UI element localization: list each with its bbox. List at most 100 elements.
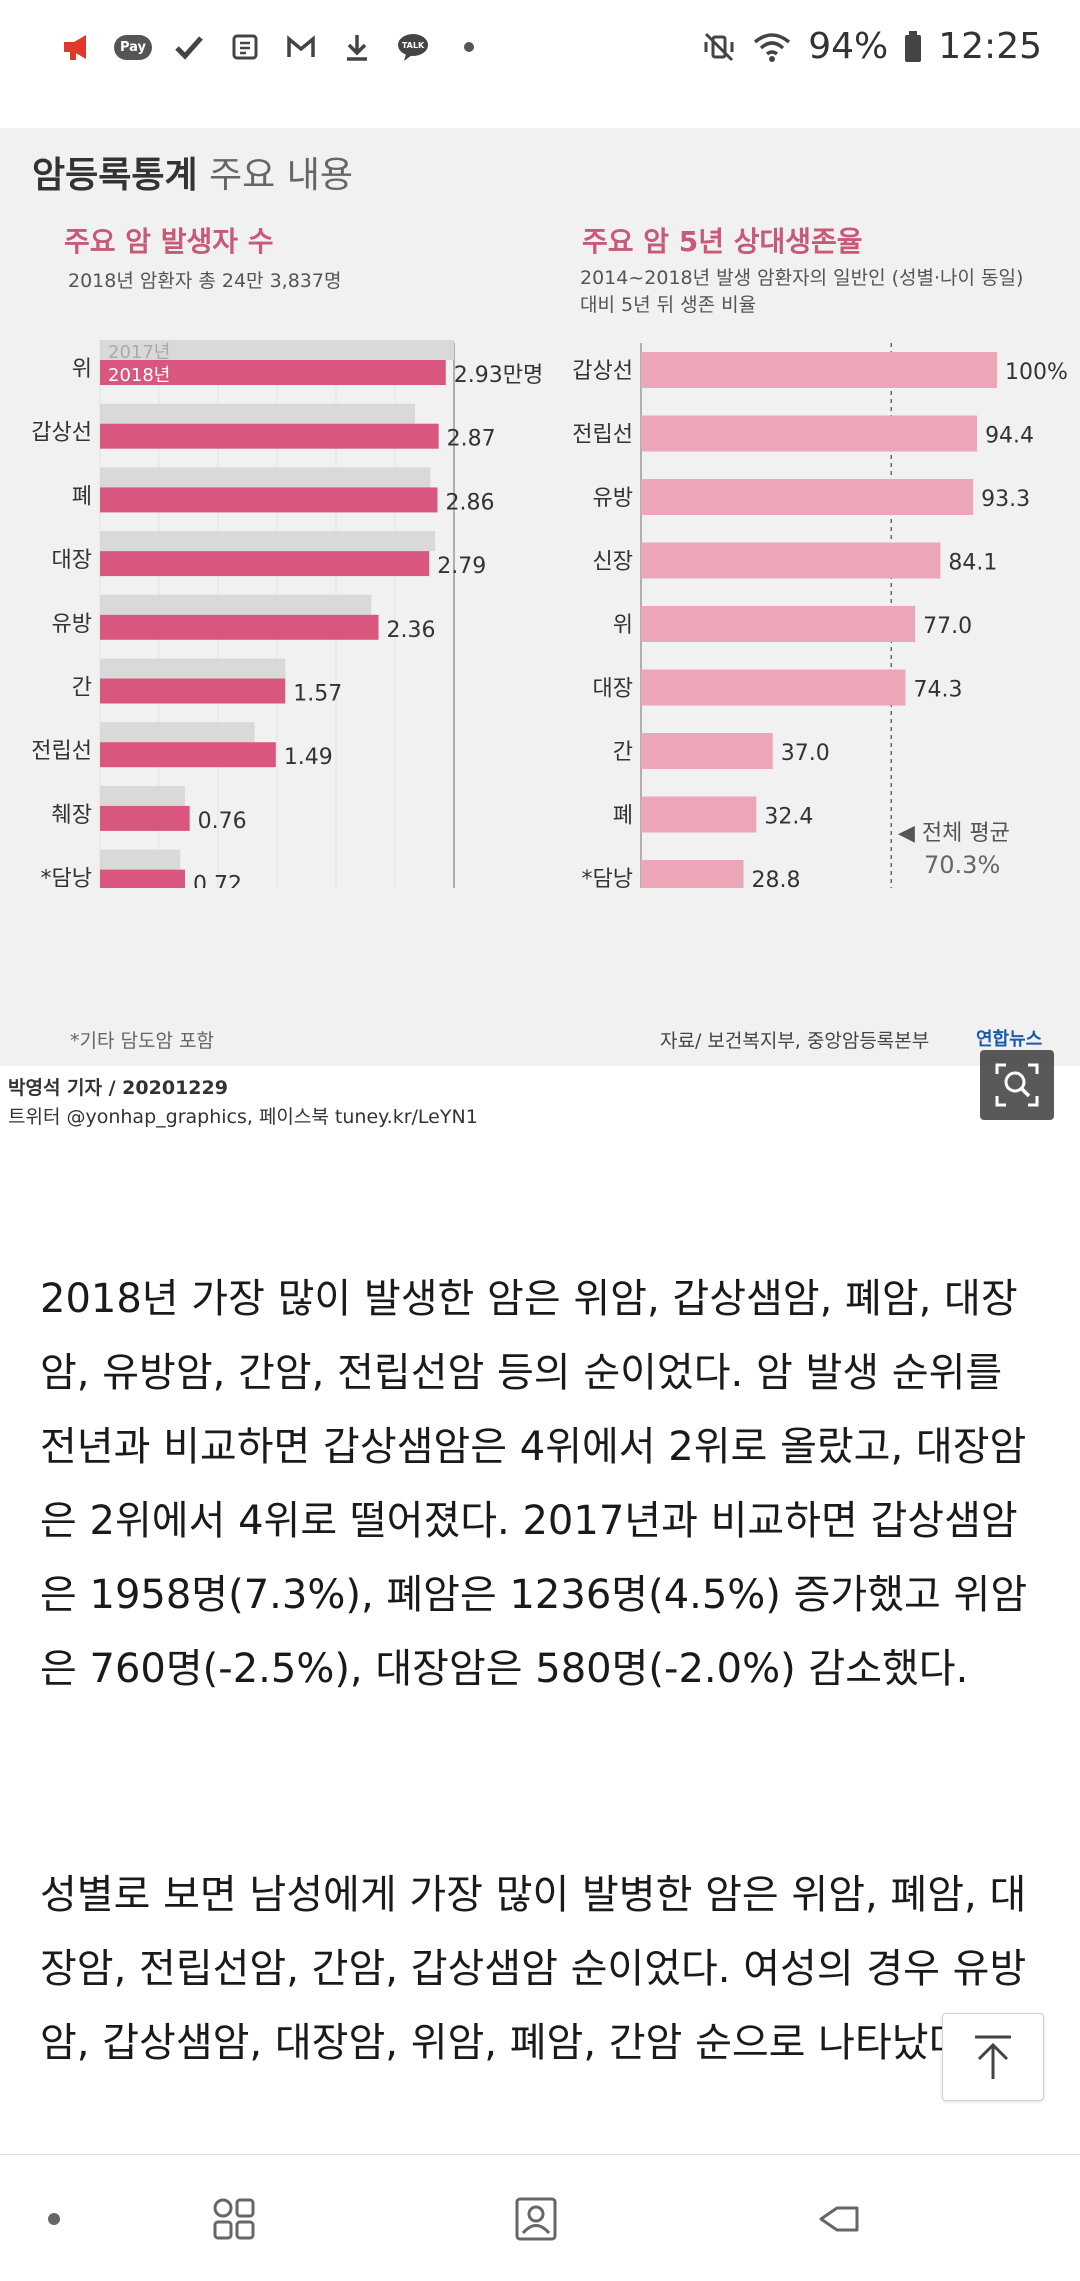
download-icon — [340, 30, 374, 64]
talk-icon: TALK — [396, 30, 430, 64]
category-label: 위 — [72, 357, 92, 382]
article-paragraph-2: 성별로 보면 남성에게 가장 많이 발병한 암은 위암, 폐암, 대장암, 전립… — [40, 1872, 1027, 2066]
bar-2017 — [100, 403, 416, 424]
dot-icon[interactable] — [24, 2189, 84, 2249]
value-label: 0.76 — [198, 809, 247, 834]
survival-bar — [641, 669, 906, 706]
value-label: 77.0 — [923, 614, 972, 639]
notification-icons: Pay TALK — [60, 30, 486, 64]
credit-line-1: 박영석 기자 / 20201229 — [8, 1077, 228, 1099]
category-label: 췌장 — [52, 803, 92, 828]
value-label: 100% — [1005, 360, 1068, 385]
category-label: 간 — [72, 676, 92, 701]
survival-bar — [641, 479, 974, 515]
value-label: 2.36 — [386, 618, 435, 643]
survival-chart: 020406080100갑상선100%전립선94.4유방93.3신장84.1위7… — [572, 343, 1068, 888]
category-label: 폐 — [72, 484, 92, 509]
right-chart-title: 주요 암 5년 상대생존율 — [582, 225, 863, 258]
dot-icon — [452, 30, 486, 64]
survival-bar — [641, 733, 773, 769]
bar-2018 — [100, 551, 430, 577]
category-label: 갑상선 — [572, 359, 633, 384]
category-label: *담낭 — [41, 867, 92, 888]
bar-2018 — [100, 805, 190, 831]
bar-2018 — [100, 614, 379, 640]
wifi-icon — [754, 32, 791, 62]
pay-icon: Pay — [113, 30, 153, 64]
bar-2017 — [100, 340, 454, 360]
bar-2017 — [100, 658, 286, 679]
contact-icon[interactable] — [506, 2189, 566, 2249]
category-label: 폐 — [613, 804, 633, 829]
credit-line-2: 트위터 @yonhap_graphics, 페이스북 tuney.kr/LeYN… — [8, 1106, 478, 1128]
zoom-image-button[interactable] — [980, 1050, 1054, 1120]
left-chart-title: 주요 암 발생자 수 — [64, 225, 274, 258]
mute-vibrate-icon — [704, 32, 734, 61]
survival-bar — [641, 352, 997, 388]
right-chart-subtitle-2: 대비 5년 뒤 생존 비율 — [580, 294, 757, 316]
category-label: 신장 — [593, 550, 633, 575]
title-bold: 암등록통계 — [32, 155, 198, 196]
average-label: ◀ 전체 평균 — [898, 821, 1010, 846]
value-label: 94.4 — [985, 424, 1034, 449]
right-chart-subtitle-1: 2014~2018년 발생 암환자의 일반인 (성별·나이 동일) — [580, 267, 1024, 289]
value-label: 0.72 — [193, 873, 242, 888]
status-bar: Pay TALK 94% 12:25 — [0, 0, 1080, 104]
check-icon — [172, 30, 206, 64]
value-label: 1.49 — [284, 745, 333, 770]
value-label: 93.3 — [981, 487, 1030, 512]
bar-2017 — [100, 785, 185, 806]
category-label: 유방 — [52, 612, 92, 637]
survival-bar — [641, 606, 916, 642]
incidence-chart: 0.00.51.01.52.02.53.0위2.93만명갑상선2.87폐2.86… — [31, 340, 543, 888]
value-label: 84.1 — [948, 551, 997, 576]
battery-percent: 94% — [808, 26, 889, 67]
bar-2017 — [100, 467, 431, 488]
left-footnote: *기타 담도암 포함 — [70, 1030, 214, 1052]
value-label: 2.79 — [437, 554, 486, 579]
value-label: 28.8 — [752, 868, 801, 888]
category-label: 위 — [613, 613, 633, 638]
title-rest: 주요 내용 — [197, 155, 353, 196]
bar-2018 — [100, 742, 276, 768]
value-label: 37.0 — [781, 741, 830, 766]
category-label: 대장 — [593, 677, 633, 702]
value-label: 1.57 — [293, 682, 342, 707]
bar-2017 — [100, 849, 181, 870]
bar-2018 — [100, 678, 286, 704]
survival-bar — [641, 860, 744, 888]
value-label: 2.87 — [447, 427, 496, 452]
survival-bar — [641, 796, 757, 833]
category-label: 갑상선 — [31, 421, 92, 446]
bar-2018 — [100, 360, 446, 385]
arrow-up-icon — [975, 2035, 1011, 2079]
value-label: 2.86 — [445, 490, 494, 515]
infographic-image[interactable]: 암등록통계 주요 내용 주요 암 발생자 수 2018년 암환자 총 24만 3… — [0, 128, 1080, 1066]
yonhap-logo: 연합뉴스 — [976, 1029, 1043, 1050]
clock: 12:25 — [938, 26, 1042, 67]
bar-2018 — [100, 869, 185, 888]
legend-2018: 2018년 — [108, 365, 170, 386]
back-icon[interactable] — [808, 2189, 868, 2249]
talk-label: TALK — [402, 41, 425, 50]
survival-bar — [641, 542, 941, 579]
bar-2018 — [100, 487, 438, 513]
scroll-to-top-button[interactable] — [942, 2013, 1044, 2101]
gmail-icon — [284, 30, 318, 64]
category-label: 전립선 — [31, 739, 92, 764]
category-label: *담낭 — [582, 867, 633, 888]
battery-icon — [905, 30, 922, 62]
navigation-bar — [0, 2154, 1080, 2281]
survival-bar — [641, 415, 978, 452]
bar-2017 — [100, 722, 255, 743]
system-status: 94% 12:25 — [702, 26, 1042, 67]
booklet-icon — [228, 30, 262, 64]
average-value: 70.3% — [924, 851, 1000, 879]
bar-2017 — [100, 594, 372, 615]
category-label: 대장 — [52, 548, 92, 573]
apps-icon[interactable] — [204, 2189, 264, 2249]
value-label: 74.3 — [914, 678, 963, 703]
category-label: 간 — [613, 740, 633, 765]
pay-label: Pay — [113, 34, 153, 60]
value-label: 32.4 — [764, 805, 813, 830]
